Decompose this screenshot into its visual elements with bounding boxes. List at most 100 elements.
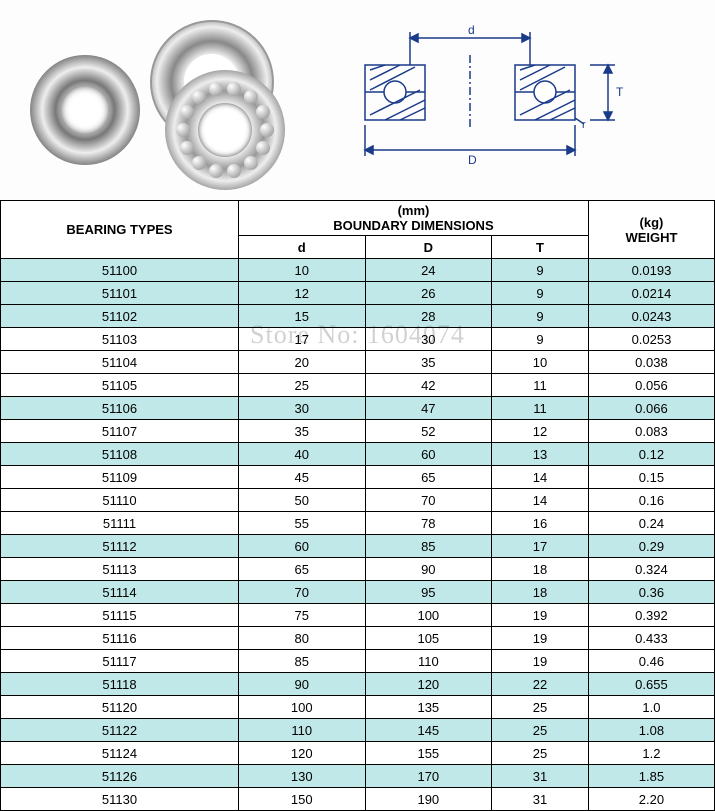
cell-d: 110 [239, 719, 366, 742]
cell-d: 20 [239, 351, 366, 374]
cell-w: 0.16 [588, 489, 714, 512]
cell-w: 0.36 [588, 581, 714, 604]
cell-T: 11 [492, 397, 589, 420]
table-row: 5111575100190.392 [1, 604, 715, 627]
cell-d: 100 [239, 696, 366, 719]
table-row: 511126085170.29 [1, 535, 715, 558]
cell-d: 150 [239, 788, 366, 811]
cell-D: 110 [365, 650, 492, 673]
cell-type: 51107 [1, 420, 239, 443]
cell-type: 51116 [1, 627, 239, 650]
cell-type: 51102 [1, 305, 239, 328]
cell-D: 105 [365, 627, 492, 650]
cell-type: 51122 [1, 719, 239, 742]
cell-T: 14 [492, 489, 589, 512]
table-row: 5111680105190.433 [1, 627, 715, 650]
cell-type: 51118 [1, 673, 239, 696]
cell-w: 1.0 [588, 696, 714, 719]
cell-D: 52 [365, 420, 492, 443]
svg-text:T: T [616, 85, 624, 99]
cell-d: 10 [239, 259, 366, 282]
cell-d: 15 [239, 305, 366, 328]
table-row: 511105070140.16 [1, 489, 715, 512]
cell-w: 0.038 [588, 351, 714, 374]
cell-w: 1.08 [588, 719, 714, 742]
cell-T: 19 [492, 650, 589, 673]
cell-D: 90 [365, 558, 492, 581]
table-row: 51122110145251.08 [1, 719, 715, 742]
cell-w: 0.0193 [588, 259, 714, 282]
cell-d: 17 [239, 328, 366, 351]
cell-type: 51108 [1, 443, 239, 466]
cell-T: 25 [492, 742, 589, 765]
cell-T: 13 [492, 443, 589, 466]
cell-T: 18 [492, 581, 589, 604]
cell-type: 51103 [1, 328, 239, 351]
cell-type: 51120 [1, 696, 239, 719]
table-row: 51100102490.0193 [1, 259, 715, 282]
cell-w: 0.29 [588, 535, 714, 558]
bearing-spec-table: BEARING TYPES (mm) BOUNDARY DIMENSIONS (… [0, 200, 715, 811]
cell-d: 130 [239, 765, 366, 788]
cell-D: 47 [365, 397, 492, 420]
cell-T: 9 [492, 305, 589, 328]
table-row: 511052542110.056 [1, 374, 715, 397]
table-row: 5111785110190.46 [1, 650, 715, 673]
cell-w: 0.0214 [588, 282, 714, 305]
cell-type: 51113 [1, 558, 239, 581]
cell-D: 95 [365, 581, 492, 604]
cell-d: 65 [239, 558, 366, 581]
subheader-D: D [365, 236, 492, 259]
cell-d: 60 [239, 535, 366, 558]
technical-diagram: d [330, 20, 650, 180]
header-bearing-types: BEARING TYPES [1, 201, 239, 259]
bearing-photo [10, 10, 310, 190]
table-row: 51101122690.0214 [1, 282, 715, 305]
cell-d: 70 [239, 581, 366, 604]
table-row: 511042035100.038 [1, 351, 715, 374]
cell-w: 0.392 [588, 604, 714, 627]
cell-w: 1.2 [588, 742, 714, 765]
cell-type: 51110 [1, 489, 239, 512]
cell-T: 10 [492, 351, 589, 374]
cell-type: 51105 [1, 374, 239, 397]
cell-d: 80 [239, 627, 366, 650]
header-illustration: d [0, 0, 715, 200]
cell-d: 50 [239, 489, 366, 512]
cell-T: 31 [492, 765, 589, 788]
header-weight: (kg) WEIGHT [588, 201, 714, 259]
cell-d: 75 [239, 604, 366, 627]
cell-D: 35 [365, 351, 492, 374]
cell-D: 190 [365, 788, 492, 811]
cell-D: 135 [365, 696, 492, 719]
cell-d: 90 [239, 673, 366, 696]
cell-D: 70 [365, 489, 492, 512]
cell-T: 9 [492, 282, 589, 305]
cell-w: 2.20 [588, 788, 714, 811]
cell-w: 0.324 [588, 558, 714, 581]
cell-T: 12 [492, 420, 589, 443]
cell-T: 19 [492, 627, 589, 650]
table-row: 511084060130.12 [1, 443, 715, 466]
cell-type: 51100 [1, 259, 239, 282]
cell-D: 170 [365, 765, 492, 788]
cell-T: 17 [492, 535, 589, 558]
cell-w: 0.083 [588, 420, 714, 443]
cell-w: 0.0243 [588, 305, 714, 328]
cell-w: 0.12 [588, 443, 714, 466]
cell-w: 0.46 [588, 650, 714, 673]
cell-D: 120 [365, 673, 492, 696]
cell-type: 51111 [1, 512, 239, 535]
cell-d: 120 [239, 742, 366, 765]
cell-D: 78 [365, 512, 492, 535]
cell-D: 28 [365, 305, 492, 328]
table-row: 511136590180.324 [1, 558, 715, 581]
table-row: 511073552120.083 [1, 420, 715, 443]
cell-T: 18 [492, 558, 589, 581]
cell-D: 85 [365, 535, 492, 558]
cell-D: 155 [365, 742, 492, 765]
cell-type: 51124 [1, 742, 239, 765]
svg-text:r: r [582, 119, 586, 131]
cell-D: 26 [365, 282, 492, 305]
cell-d: 12 [239, 282, 366, 305]
